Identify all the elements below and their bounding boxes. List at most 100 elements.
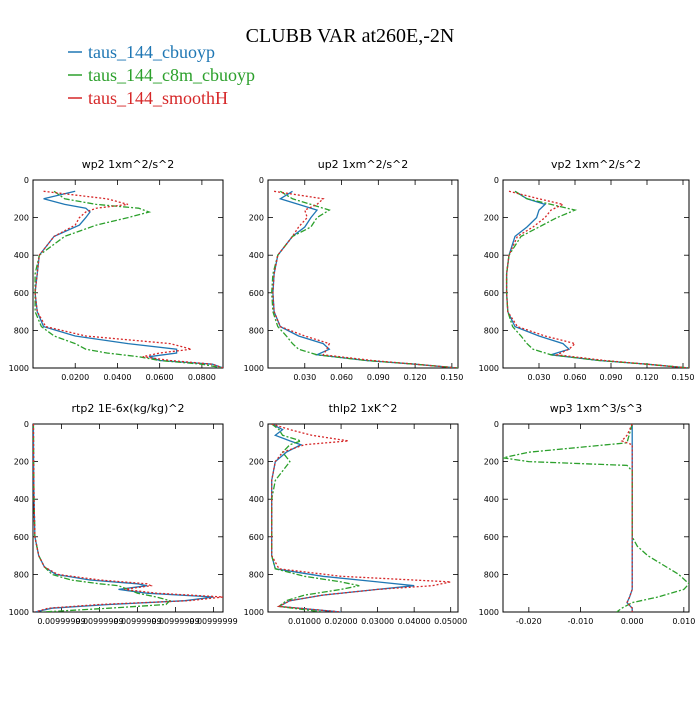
series-line-2	[271, 190, 458, 368]
y-tick-label: 1000	[244, 364, 264, 373]
panel-frame	[267, 423, 459, 613]
y-tick-label: 1000	[479, 608, 499, 617]
y-tick-label: 1000	[9, 608, 29, 617]
y-tick-label: 1000	[244, 608, 264, 617]
x-tick-label: 0.090	[367, 373, 390, 382]
panel-frame	[267, 179, 459, 369]
panel-4: rtp2 1E-6x(kg/kg)^2 0 200 400 600 800 1000 0.00…	[9, 402, 238, 626]
x-tick-label: 0.0400	[103, 373, 131, 382]
y-tick-label: 200	[484, 458, 499, 467]
y-tick-label: 800	[484, 570, 499, 579]
x-tick-label: 0.150	[672, 373, 695, 382]
x-tick-label: 0.000	[621, 617, 644, 626]
series-line-3	[272, 190, 458, 368]
legend: taus_144_cbuoyp taus_144_c8m_cbuoyp taus…	[68, 42, 255, 108]
y-tick-label: 400	[484, 251, 499, 260]
panel-frame	[32, 179, 224, 369]
series-line-2	[33, 424, 172, 612]
y-tick-label: 600	[484, 533, 499, 542]
legend-label-3: taus_144_smoothH	[88, 88, 228, 108]
panel-5: thlp2 1xK^2 0 200 400 600 800 1000 0.01000 0.020…	[244, 402, 468, 626]
y-tick-label: 200	[14, 214, 29, 223]
series-line-3	[505, 190, 689, 368]
x-tick-label: 0.0800	[188, 373, 216, 382]
panel-6: wp3 1xm^3/s^3 0 200 400 600 800 1000 -0.020 -0.0…	[479, 402, 696, 626]
x-tick-label: 0.060	[330, 373, 353, 382]
series-line-1	[271, 424, 415, 612]
y-tick-label: 200	[249, 458, 264, 467]
panel-title: wp3 1xm^3/s^3	[550, 402, 643, 415]
series-line-1	[505, 190, 689, 368]
panel-frame	[32, 423, 224, 613]
y-tick-label: 200	[249, 214, 264, 223]
panel-2: up2 1xm^2/s^2 0 200 400 600 800 1000 0.030 0.060…	[244, 158, 464, 382]
x-tick-label: 0.00999999	[113, 617, 161, 626]
panel-3: vp2 1xm^2/s^2 0 200 400 600 800 1000 0.030 0.060…	[479, 158, 695, 382]
x-tick-label: 0.00999999	[151, 617, 199, 626]
panel-1: wp2 1xm^2/s^2 0 200 400 600 800 1000 0.0200 0.04…	[9, 158, 224, 382]
x-tick-label: 0.120	[636, 373, 659, 382]
panel-frame	[502, 179, 690, 369]
series-line-3	[33, 424, 223, 612]
figure-title: CLUBB VAR at260E,-2N	[246, 25, 455, 47]
x-tick-label: 0.030	[528, 373, 551, 382]
y-tick-label: 800	[249, 326, 264, 335]
x-tick-label: 0.04000	[398, 617, 431, 626]
x-tick-label: 0.0200	[61, 373, 89, 382]
series-line-3	[620, 424, 633, 612]
y-tick-label: 400	[249, 495, 264, 504]
series-line-3	[271, 424, 451, 612]
series-line-2	[505, 190, 689, 368]
x-tick-label: 0.01000	[288, 617, 321, 626]
y-tick-label: 600	[484, 289, 499, 298]
legend-label-1: taus_144_cbuoyp	[88, 42, 215, 62]
panel-title: wp2 1xm^2/s^2	[82, 158, 175, 171]
series-line-3	[34, 190, 223, 368]
y-tick-label: 200	[14, 458, 29, 467]
panel-title: up2 1xm^2/s^2	[318, 158, 409, 171]
x-tick-label: 0.03000	[361, 617, 394, 626]
y-tick-label: 800	[14, 326, 29, 335]
y-tick-label: 0	[259, 176, 264, 185]
x-tick-label: 0.00999999	[75, 617, 123, 626]
y-tick-label: 400	[14, 251, 29, 260]
panel-frame	[502, 423, 690, 613]
y-tick-label: 0	[494, 176, 499, 185]
panel-title: rtp2 1E-6x(kg/kg)^2	[72, 402, 185, 415]
y-tick-label: 600	[249, 533, 264, 542]
x-tick-label: 0.150	[440, 373, 463, 382]
x-tick-label: 0.05000	[434, 617, 467, 626]
y-tick-label: 400	[249, 251, 264, 260]
x-tick-label: 0.090	[600, 373, 623, 382]
x-tick-label: 0.02000	[325, 617, 358, 626]
x-tick-label: 0.0600	[146, 373, 174, 382]
legend-label-2: taus_144_c8m_cbuoyp	[88, 65, 255, 85]
y-tick-label: 0	[24, 176, 29, 185]
series-line-1	[626, 424, 633, 612]
x-tick-label: 0.00999999	[37, 617, 85, 626]
y-tick-label: 600	[14, 533, 29, 542]
y-tick-label: 1000	[479, 364, 499, 373]
y-tick-label: 0	[259, 420, 264, 429]
y-tick-label: 600	[249, 289, 264, 298]
x-tick-label: -0.020	[516, 617, 542, 626]
series-line-1	[33, 424, 214, 612]
panel-title: thlp2 1xK^2	[329, 402, 398, 415]
x-tick-label: 0.010	[672, 617, 695, 626]
y-tick-label: 0	[494, 420, 499, 429]
y-tick-label: 400	[14, 495, 29, 504]
x-tick-label: 0.030	[293, 373, 316, 382]
x-tick-label: 0.120	[404, 373, 427, 382]
panel-title: vp2 1xm^2/s^2	[551, 158, 641, 171]
y-tick-label: 200	[484, 214, 499, 223]
series-line-1	[272, 190, 458, 368]
x-tick-label: -0.010	[568, 617, 594, 626]
series-line-1	[34, 190, 223, 368]
y-tick-label: 0	[24, 420, 29, 429]
y-tick-label: 400	[484, 495, 499, 504]
y-tick-label: 600	[14, 289, 29, 298]
y-tick-label: 800	[484, 326, 499, 335]
series-line-2	[271, 424, 360, 612]
series-line-2	[503, 424, 689, 612]
